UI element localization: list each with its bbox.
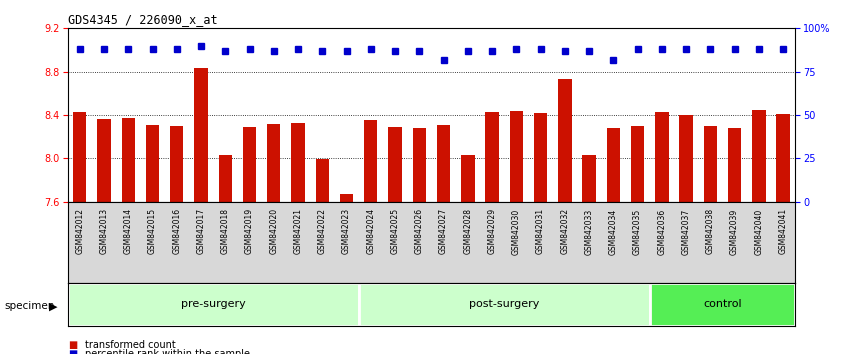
Text: GSM842028: GSM842028 bbox=[464, 208, 472, 254]
Text: GSM842012: GSM842012 bbox=[75, 208, 85, 254]
Text: GSM842039: GSM842039 bbox=[730, 208, 739, 255]
Text: GSM842031: GSM842031 bbox=[536, 208, 545, 255]
Text: GSM842013: GSM842013 bbox=[100, 208, 108, 255]
Text: specimen: specimen bbox=[4, 301, 55, 311]
Text: GSM842015: GSM842015 bbox=[148, 208, 157, 255]
Bar bbox=[437, 125, 450, 202]
Text: GSM842026: GSM842026 bbox=[415, 208, 424, 255]
Text: GSM842027: GSM842027 bbox=[439, 208, 448, 255]
Text: transformed count: transformed count bbox=[85, 340, 175, 350]
Text: ▶: ▶ bbox=[49, 301, 58, 311]
Bar bbox=[73, 112, 86, 202]
Text: percentile rank within the sample: percentile rank within the sample bbox=[85, 349, 250, 354]
Bar bbox=[97, 119, 111, 202]
Bar bbox=[631, 126, 645, 202]
Bar bbox=[582, 155, 596, 202]
Bar bbox=[291, 122, 305, 202]
Bar bbox=[728, 128, 741, 202]
Text: control: control bbox=[703, 299, 742, 309]
Bar bbox=[340, 194, 354, 202]
Text: GSM842016: GSM842016 bbox=[173, 208, 181, 255]
Text: GSM842017: GSM842017 bbox=[196, 208, 206, 255]
Bar bbox=[461, 155, 475, 202]
Text: GSM842018: GSM842018 bbox=[221, 208, 230, 254]
Text: GSM842030: GSM842030 bbox=[512, 208, 521, 255]
Text: GSM842022: GSM842022 bbox=[318, 208, 327, 254]
Text: GSM842021: GSM842021 bbox=[294, 208, 303, 254]
Bar bbox=[534, 113, 547, 202]
Bar bbox=[388, 127, 402, 202]
Text: pre-surgery: pre-surgery bbox=[181, 299, 245, 309]
Text: GSM842037: GSM842037 bbox=[682, 208, 690, 255]
Bar bbox=[195, 68, 208, 202]
Text: ■: ■ bbox=[68, 340, 77, 350]
Text: GSM842041: GSM842041 bbox=[778, 208, 788, 255]
Text: GSM842029: GSM842029 bbox=[487, 208, 497, 255]
Bar bbox=[486, 112, 499, 202]
Text: GSM842014: GSM842014 bbox=[124, 208, 133, 255]
Bar bbox=[359, 283, 650, 326]
Text: GSM842036: GSM842036 bbox=[657, 208, 667, 255]
Bar bbox=[607, 128, 620, 202]
Text: GSM842035: GSM842035 bbox=[633, 208, 642, 255]
Bar bbox=[679, 115, 693, 202]
Bar bbox=[364, 120, 377, 202]
Text: ■: ■ bbox=[68, 349, 77, 354]
Bar bbox=[413, 128, 426, 202]
Text: post-surgery: post-surgery bbox=[469, 299, 540, 309]
Bar bbox=[122, 118, 135, 202]
Bar bbox=[218, 155, 232, 202]
Bar bbox=[704, 126, 717, 202]
Text: GSM842019: GSM842019 bbox=[245, 208, 254, 255]
Bar bbox=[316, 160, 329, 202]
Bar bbox=[243, 127, 256, 202]
Bar bbox=[655, 112, 668, 202]
Text: GSM842038: GSM842038 bbox=[706, 208, 715, 255]
Text: GDS4345 / 226090_x_at: GDS4345 / 226090_x_at bbox=[68, 13, 217, 26]
Text: GSM842032: GSM842032 bbox=[560, 208, 569, 255]
Text: GSM842024: GSM842024 bbox=[366, 208, 376, 255]
Bar bbox=[267, 124, 281, 202]
Bar bbox=[650, 283, 795, 326]
Bar bbox=[170, 126, 184, 202]
Bar bbox=[68, 283, 359, 326]
Bar bbox=[558, 79, 572, 202]
Bar bbox=[146, 125, 159, 202]
Text: GSM842033: GSM842033 bbox=[585, 208, 594, 255]
Bar bbox=[752, 110, 766, 202]
Text: GSM842025: GSM842025 bbox=[391, 208, 399, 255]
Text: GSM842040: GSM842040 bbox=[755, 208, 763, 255]
Bar bbox=[509, 111, 523, 202]
Bar bbox=[777, 114, 790, 202]
Text: GSM842034: GSM842034 bbox=[609, 208, 618, 255]
Text: GSM842023: GSM842023 bbox=[342, 208, 351, 255]
Text: GSM842020: GSM842020 bbox=[269, 208, 278, 255]
